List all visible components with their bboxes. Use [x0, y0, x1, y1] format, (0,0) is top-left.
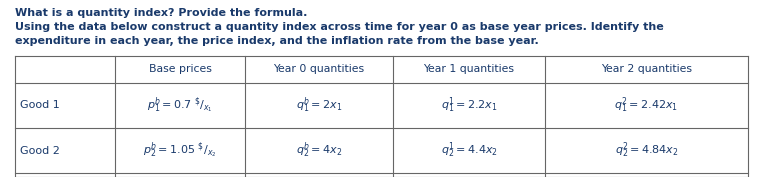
Text: $q^1_1 = 2.2x_1$: $q^1_1 = 2.2x_1$ — [441, 96, 497, 115]
Text: Year 1 quantities: Year 1 quantities — [424, 64, 515, 75]
Text: Year 0 quantities: Year 0 quantities — [273, 64, 364, 75]
Text: Good 2: Good 2 — [20, 145, 60, 156]
Text: $q^2_2 = 4.84x_2$: $q^2_2 = 4.84x_2$ — [615, 141, 679, 160]
Text: What is a quantity index? Provide the formula.: What is a quantity index? Provide the fo… — [15, 8, 307, 18]
Text: $p^b_1 = 0.7\ {}^{\$}/{}_{x_1}$: $p^b_1 = 0.7\ {}^{\$}/{}_{x_1}$ — [147, 96, 213, 115]
Text: $q^2_1 = 2.42x_1$: $q^2_1 = 2.42x_1$ — [615, 96, 679, 115]
Text: Base prices: Base prices — [149, 64, 212, 75]
Text: Using the data below construct a quantity index across time for year 0 as base y: Using the data below construct a quantit… — [15, 22, 664, 32]
Text: $q^1_2 = 4.4x_2$: $q^1_2 = 4.4x_2$ — [440, 141, 497, 160]
Text: $q^b_2 = 4x_2$: $q^b_2 = 4x_2$ — [296, 141, 342, 160]
Text: Good 1: Good 1 — [20, 101, 60, 110]
Text: $p^b_2 = 1.05\ {}^{\$}/{}_{x_2}$: $p^b_2 = 1.05\ {}^{\$}/{}_{x_2}$ — [143, 141, 217, 160]
Text: expenditure in each year, the price index, and the inflation rate from the base : expenditure in each year, the price inde… — [15, 36, 539, 46]
Text: $q^b_1 = 2x_1$: $q^b_1 = 2x_1$ — [296, 96, 342, 115]
Text: Year 2 quantities: Year 2 quantities — [601, 64, 692, 75]
